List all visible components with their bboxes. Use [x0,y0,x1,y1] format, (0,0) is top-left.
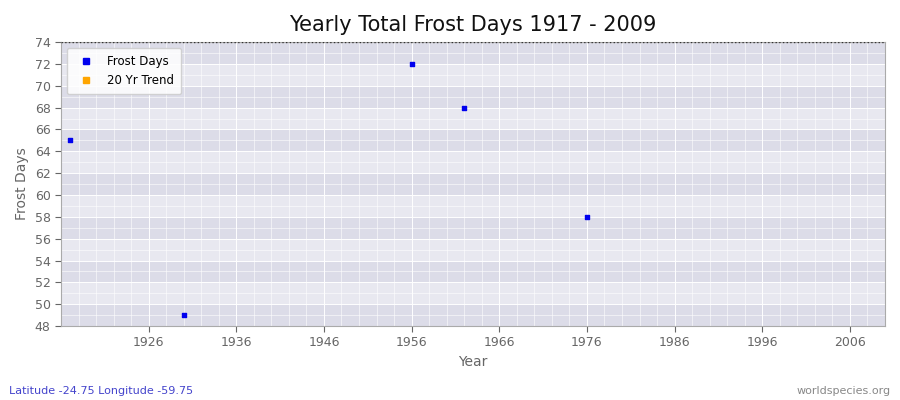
Bar [61,42,885,64]
Point [580,214,594,220]
Bar [61,195,885,217]
Bar [61,64,885,86]
Title: Yearly Total Frost Days 1917 - 2009: Yearly Total Frost Days 1917 - 2009 [289,15,657,35]
Bar [61,304,885,326]
Bar [61,151,885,173]
Bar [61,260,885,282]
Y-axis label: Frost Days: Frost Days [15,148,29,220]
Bar [61,130,885,151]
Bar [61,217,885,239]
Bar [61,86,885,108]
Point [457,104,472,111]
Text: worldspecies.org: worldspecies.org [796,386,891,396]
Bar [61,173,885,195]
Bar [61,239,885,260]
Point [176,312,191,318]
Bar [61,282,885,304]
Text: Latitude -24.75 Longitude -59.75: Latitude -24.75 Longitude -59.75 [9,386,194,396]
X-axis label: Year: Year [458,355,488,369]
Bar [61,108,885,130]
Point [404,61,419,67]
Point [62,137,77,144]
Legend: Frost Days, 20 Yr Trend: Frost Days, 20 Yr Trend [67,48,181,94]
